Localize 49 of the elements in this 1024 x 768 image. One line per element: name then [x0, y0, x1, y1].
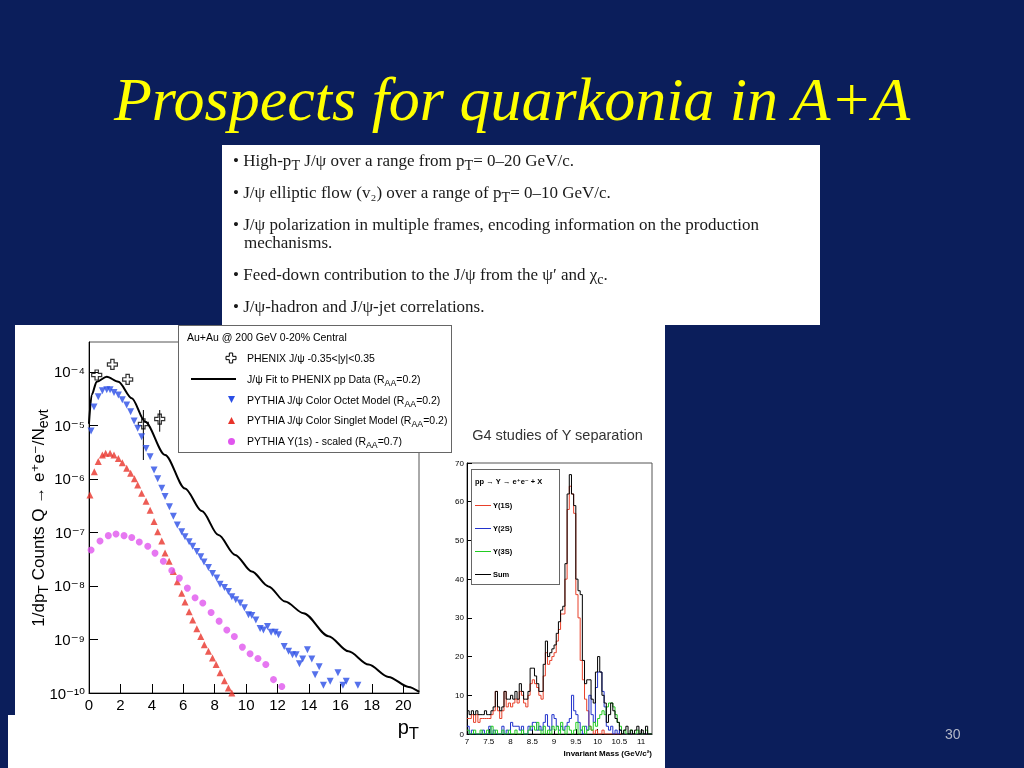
- x-tick-label: 6: [179, 696, 188, 713]
- x-axis-title: Invariant Mass (GeV/c²): [563, 749, 652, 758]
- y-tick-label: 10⁻⁶: [54, 470, 85, 488]
- y-tick-label: 70: [455, 458, 465, 468]
- y-tick-label: 10⁻¹⁰: [49, 684, 85, 702]
- legend-label: PYTHIA J/ψ Color Octet Model (R$_{AA}$=0.2): [247, 392, 441, 411]
- x-tick-label: 8: [508, 736, 514, 746]
- y-tick-label: 10⁻⁹: [53, 630, 85, 648]
- x-tick-label: 9.5: [570, 736, 582, 746]
- x-tick-label: 11: [636, 736, 646, 746]
- legend-label: J/ψ Fit to PHENIX pp Data (R$_{AA}$=0.2): [247, 371, 421, 390]
- x-tick-label: 4: [147, 696, 157, 713]
- x-tick-label: 20: [394, 696, 412, 713]
- x-tick-label: 8.5: [526, 736, 539, 746]
- y-tick-label: 10⁻⁷: [54, 523, 85, 541]
- y-tick-label: 10⁻⁸: [54, 577, 85, 595]
- text: • J/ψ polarization in multiple frames, encoding information on the production mechanisms.: [232, 215, 760, 252]
- x-tick-label: 2: [116, 696, 125, 713]
- x-tick-label: 10.5: [611, 736, 628, 746]
- x-tick-label: 8: [210, 696, 219, 713]
- x-tick-label: 14: [300, 696, 318, 713]
- text: • J/ψ elliptic flow (v₂) over a range of p$_{T}$= 0–10 GeV/c.: [232, 183, 612, 206]
- legend-title: Au+Au @ 200 GeV 0-20% Central: [186, 330, 348, 345]
- legend-label: PYTHIA Υ(1s) - scaled (R$_{AA}$=0.7): [247, 434, 402, 452]
- x-tick-label: 12: [269, 696, 286, 713]
- y-tick-label: 40: [455, 574, 465, 584]
- x-tick-label: 10: [237, 696, 255, 713]
- y-tick-label: 30: [455, 613, 465, 623]
- y-tick-label: 0: [459, 729, 465, 739]
- text: • High-p$_{T}$ J/ψ over a range from p$_{T}$= 0–20 GeV/c.: [232, 151, 575, 174]
- y-tick-label: 10⁻⁴: [53, 363, 85, 381]
- text: • J/ψ-hadron and J/ψ-jet correlations.: [232, 297, 486, 316]
- x-tick-label: 9: [551, 736, 557, 746]
- x-tick-label: 18: [363, 696, 381, 713]
- x-tick-label: 16: [332, 696, 349, 713]
- text: 30: [945, 726, 961, 742]
- x-axis-title: p$_{T}$: [397, 716, 419, 743]
- x-tick-label: 10: [593, 736, 603, 746]
- y-tick-label: 10⁻⁵: [54, 416, 85, 434]
- x-tick-label: 7.5: [483, 736, 495, 746]
- legend-label: PHENIX J/ψ -0.35<|y|<0.35: [247, 351, 375, 366]
- chart-title: G4 studies of Υ separation: [471, 427, 644, 443]
- y-tick-label: 50: [455, 535, 465, 545]
- y-tick-label: 20: [455, 652, 465, 662]
- text: Prospects for quarkonia in A+A: [112, 64, 912, 135]
- legend-label: PYTHIA J/ψ Color Singlet Model (R$_{AA}$=0.2): [247, 413, 448, 432]
- text: • Feed-down contribution to the J/ψ from the ψ′ and χ$_{c}$.: [232, 265, 609, 288]
- x-tick-label: 7: [464, 736, 470, 746]
- y-tick-label: 60: [455, 497, 465, 507]
